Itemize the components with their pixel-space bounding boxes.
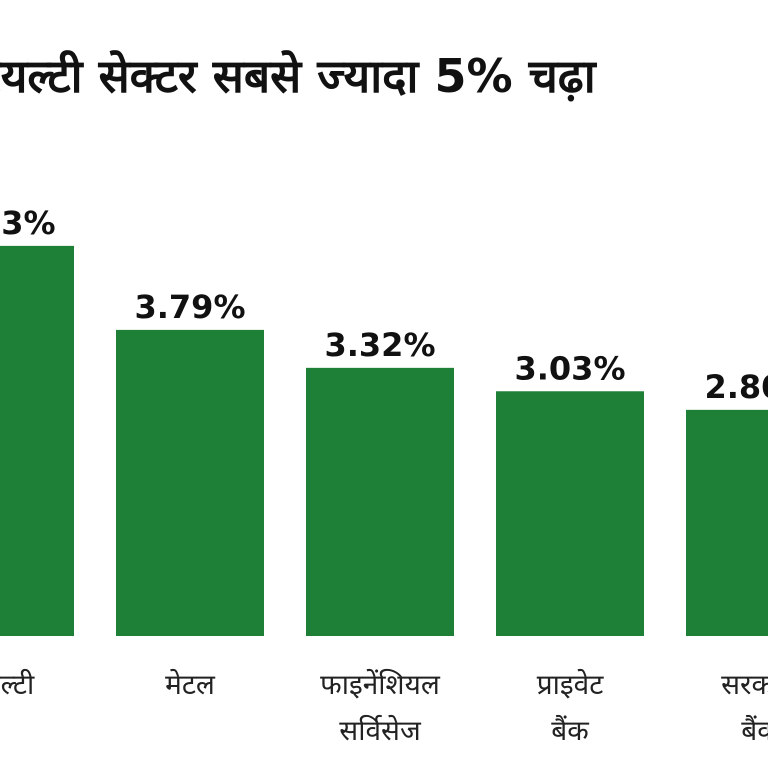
bar-4 <box>496 391 644 636</box>
bar-value-label: 2.80% <box>704 368 768 406</box>
category-label: प्राइवेट <box>537 668 605 701</box>
category-label: सर्विसेज <box>339 714 422 747</box>
category-label: फाइनेंशियल <box>320 668 441 701</box>
category-label: मेटल <box>165 668 216 701</box>
bar-2 <box>116 329 264 636</box>
category-label: रियल्टी <box>0 668 35 701</box>
category-label: बैंक <box>741 714 768 747</box>
bar-3 <box>306 367 454 636</box>
category-label: बैंक <box>551 714 589 747</box>
bar-value-label: 3.79% <box>134 288 245 326</box>
bar-1 <box>0 245 74 636</box>
category-label: सरकारी <box>721 668 768 701</box>
bar-value-label: 4.83% <box>0 204 56 242</box>
chart-title: रियल्टी सेक्टर सबसे ज्यादा 5% चढ़ा <box>0 49 596 103</box>
bar-5 <box>686 409 768 636</box>
bar-value-label: 3.32% <box>324 326 435 364</box>
bar-value-label: 3.03% <box>514 349 625 387</box>
